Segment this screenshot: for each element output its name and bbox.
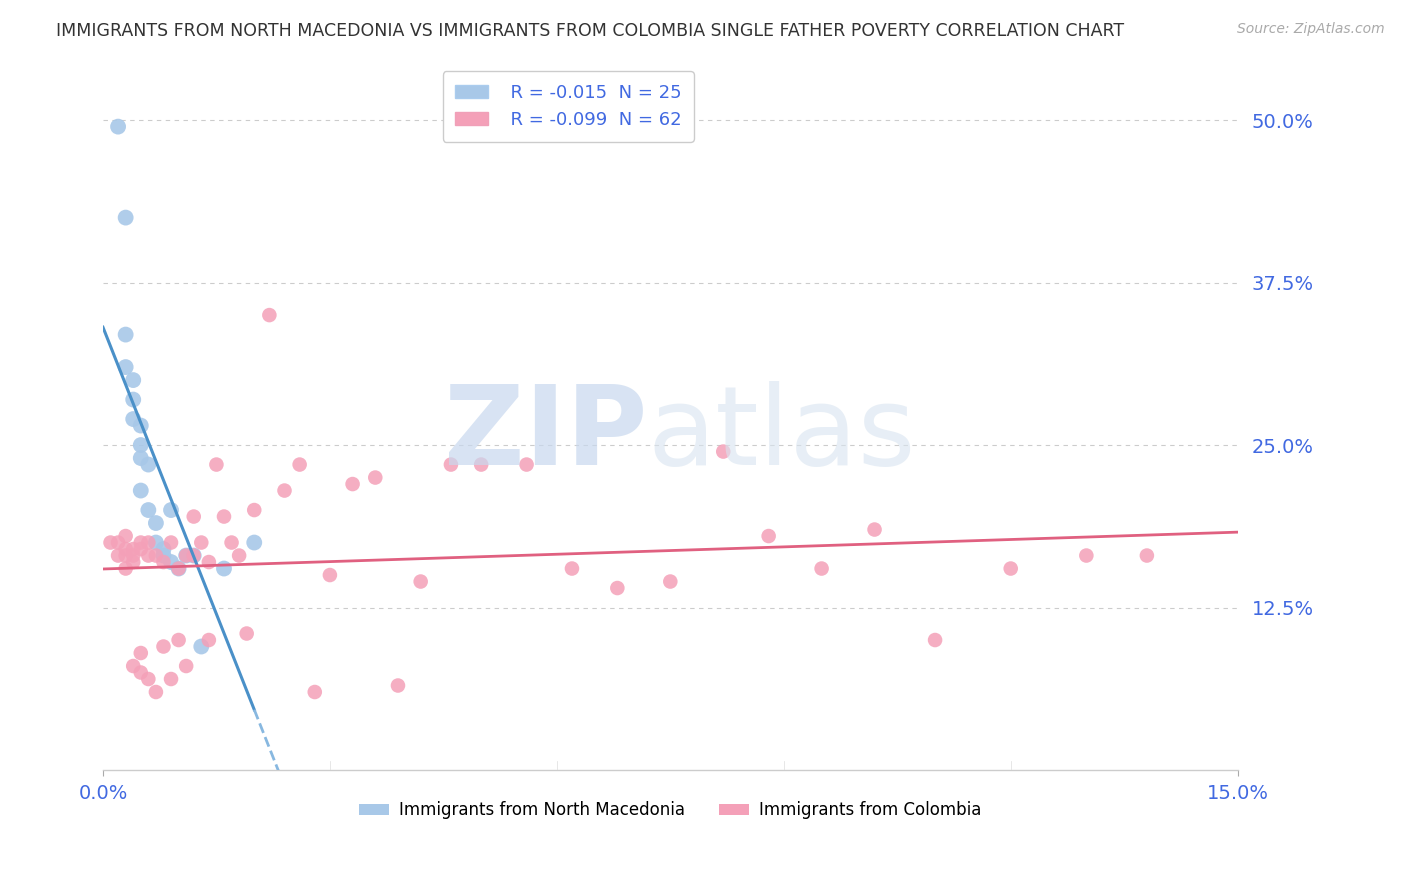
Point <box>1136 549 1159 563</box>
Point <box>243 503 266 517</box>
Point <box>107 535 129 549</box>
Point <box>659 574 682 589</box>
Point <box>212 561 235 575</box>
Point <box>145 535 167 549</box>
Point <box>167 561 190 575</box>
Point <box>235 626 257 640</box>
Point <box>167 633 190 648</box>
Point <box>145 516 167 530</box>
Point <box>114 211 136 225</box>
Point <box>364 470 387 484</box>
Point <box>183 549 205 563</box>
Point <box>183 509 205 524</box>
Point <box>190 640 212 654</box>
Point <box>160 672 183 686</box>
Point <box>145 549 167 563</box>
Text: ZIP: ZIP <box>444 381 648 488</box>
Point <box>129 665 152 680</box>
Point <box>122 542 145 557</box>
Point <box>152 640 174 654</box>
Point <box>114 549 136 563</box>
Point <box>174 549 197 563</box>
Point <box>129 646 152 660</box>
Point <box>129 451 152 466</box>
Point <box>319 568 342 582</box>
Point <box>114 542 136 557</box>
Point <box>122 373 145 387</box>
Point <box>122 659 145 673</box>
Point <box>470 458 492 472</box>
Point <box>212 509 235 524</box>
Point <box>174 659 197 673</box>
Point <box>138 549 160 563</box>
Point <box>122 555 145 569</box>
Point <box>138 535 160 549</box>
Point <box>138 503 160 517</box>
Point <box>174 549 197 563</box>
Point <box>205 458 228 472</box>
Text: atlas: atlas <box>648 381 917 488</box>
Point <box>122 412 145 426</box>
Point <box>409 574 432 589</box>
Legend: Immigrants from North Macedonia, Immigrants from Colombia: Immigrants from North Macedonia, Immigra… <box>353 795 988 826</box>
Point <box>160 503 183 517</box>
Point <box>342 477 364 491</box>
Point <box>221 535 243 549</box>
Point <box>863 523 886 537</box>
Point <box>1000 561 1022 575</box>
Point <box>114 327 136 342</box>
Point <box>114 529 136 543</box>
Point <box>129 542 152 557</box>
Text: IMMIGRANTS FROM NORTH MACEDONIA VS IMMIGRANTS FROM COLOMBIA SINGLE FATHER POVERT: IMMIGRANTS FROM NORTH MACEDONIA VS IMMIG… <box>56 22 1125 40</box>
Point <box>114 561 136 575</box>
Point <box>152 549 174 563</box>
Point <box>387 679 409 693</box>
Point <box>228 549 250 563</box>
Point <box>152 542 174 557</box>
Point <box>100 535 122 549</box>
Point <box>259 308 281 322</box>
Point <box>152 555 174 569</box>
Point <box>122 549 145 563</box>
Point <box>561 561 583 575</box>
Point <box>138 458 160 472</box>
Point <box>758 529 780 543</box>
Point <box>129 418 152 433</box>
Point <box>198 633 221 648</box>
Point <box>516 458 538 472</box>
Point <box>183 549 205 563</box>
Point <box>138 672 160 686</box>
Point <box>273 483 295 498</box>
Point <box>129 438 152 452</box>
Point <box>440 458 463 472</box>
Point <box>190 535 212 549</box>
Point <box>198 555 221 569</box>
Point <box>304 685 326 699</box>
Point <box>711 444 734 458</box>
Point <box>129 483 152 498</box>
Point <box>924 633 946 648</box>
Point <box>160 535 183 549</box>
Point <box>167 561 190 575</box>
Point <box>129 535 152 549</box>
Point <box>145 685 167 699</box>
Point <box>606 581 628 595</box>
Point <box>288 458 311 472</box>
Point <box>160 555 183 569</box>
Text: Source: ZipAtlas.com: Source: ZipAtlas.com <box>1237 22 1385 37</box>
Point <box>107 549 129 563</box>
Point <box>243 535 266 549</box>
Point <box>114 360 136 375</box>
Point <box>122 392 145 407</box>
Point <box>107 120 129 134</box>
Point <box>1076 549 1098 563</box>
Point <box>810 561 832 575</box>
